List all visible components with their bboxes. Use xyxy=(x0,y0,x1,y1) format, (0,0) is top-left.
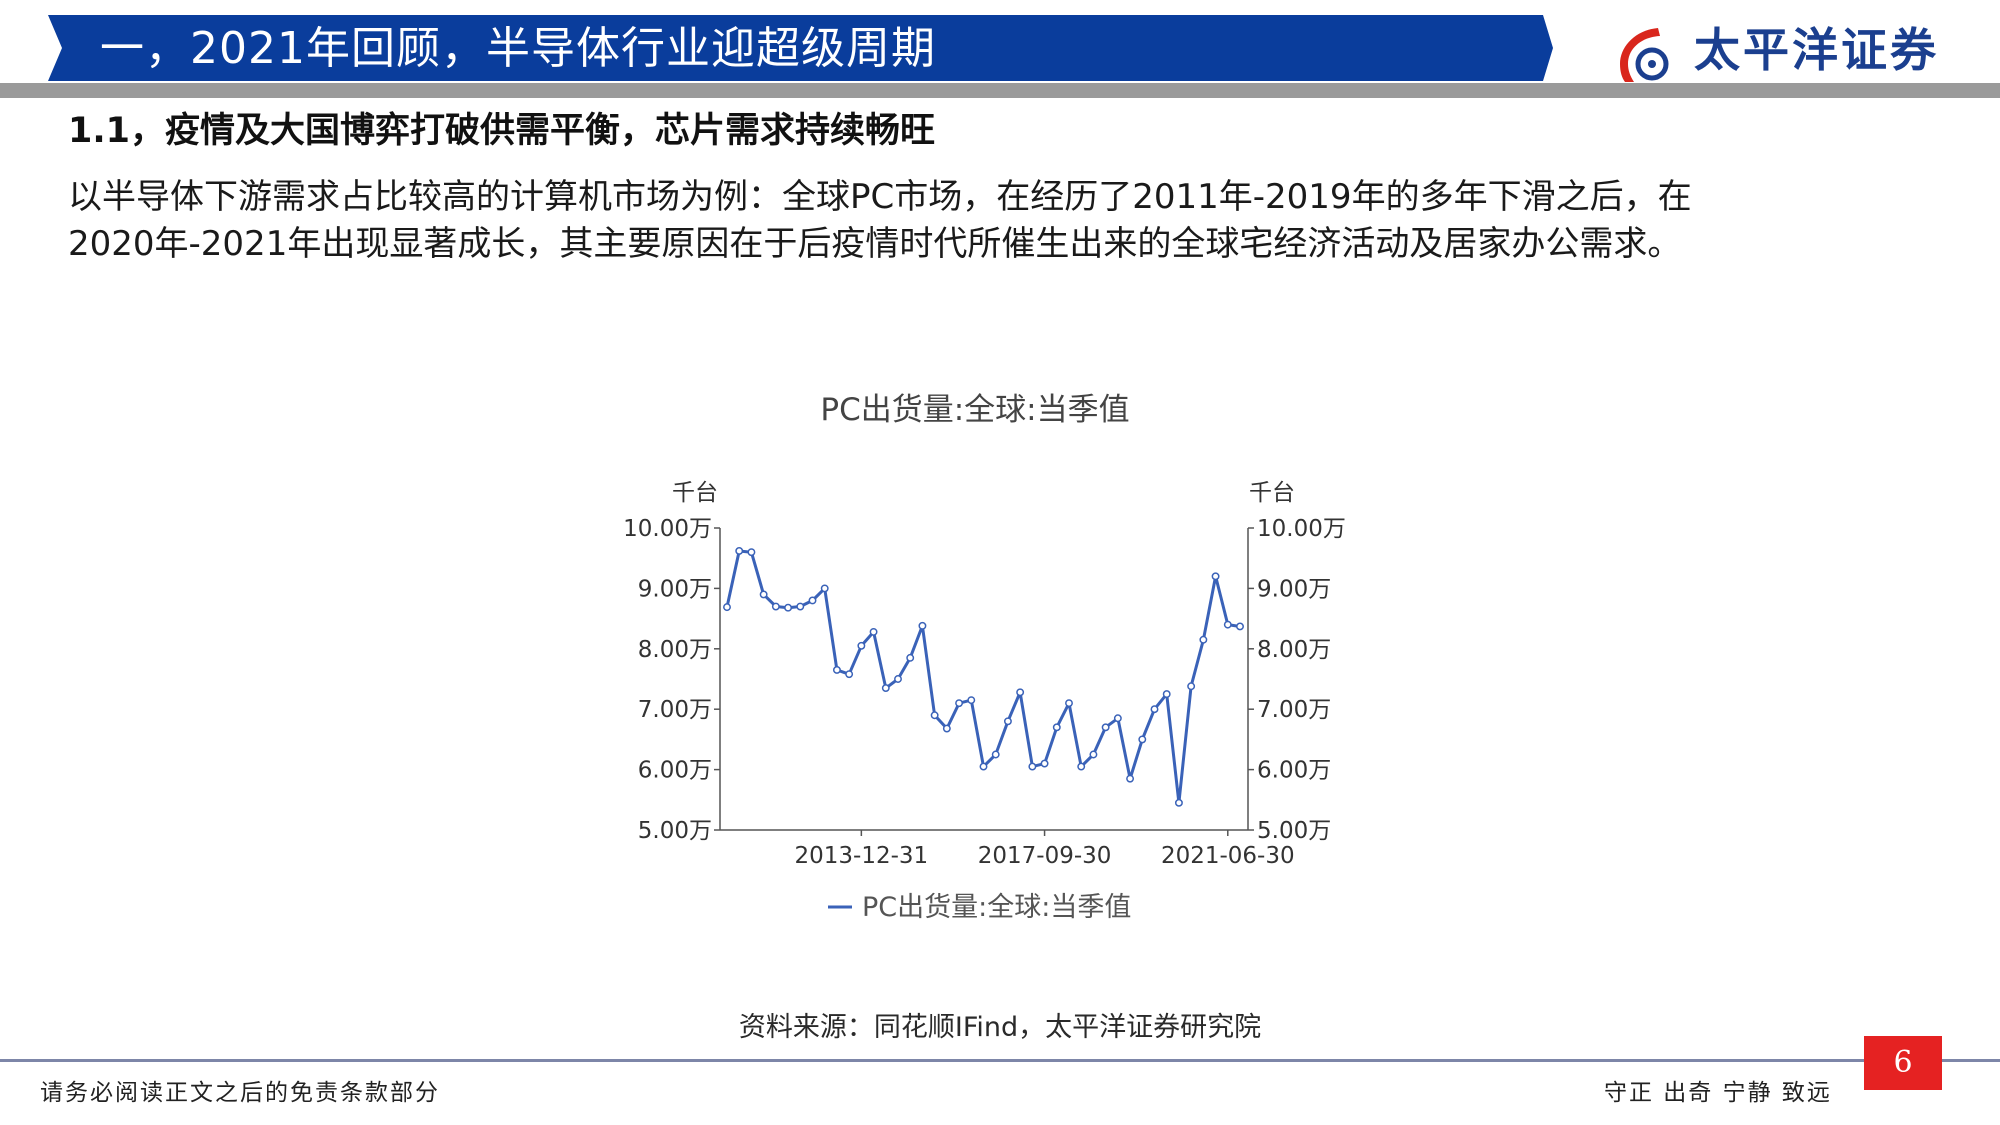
data-point xyxy=(942,724,951,733)
header-banner xyxy=(48,15,1553,81)
data-point xyxy=(1003,717,1012,726)
header-divider xyxy=(0,83,2000,98)
data-point xyxy=(1162,690,1171,699)
data-point xyxy=(771,602,780,611)
data-point xyxy=(1089,750,1098,759)
source-note: 资料来源：同花顺IFind，太平洋证券研究院 xyxy=(738,1012,1262,1043)
data-point xyxy=(1138,735,1147,744)
data-point xyxy=(1113,714,1122,723)
paragraph-line: 2020年-2021年出现显著成长，其主要原因在于后疫情时代所催生出来的全球宅经… xyxy=(68,224,1682,264)
data-point xyxy=(955,699,964,708)
y-tick-label: 8.00万 xyxy=(1257,637,1331,663)
y-tick-label: 6.00万 xyxy=(638,758,712,784)
y-tick-label: 8.00万 xyxy=(638,637,712,663)
data-point xyxy=(930,711,939,720)
data-point xyxy=(967,696,976,705)
y-tick-label: 7.00万 xyxy=(638,697,712,723)
data-point xyxy=(1174,798,1183,807)
y-tick-label: 7.00万 xyxy=(1257,697,1331,723)
data-point xyxy=(1236,622,1244,631)
y-tick-label: 6.00万 xyxy=(1257,758,1331,784)
chart-series xyxy=(723,547,1244,807)
legend-label: PC出货量:全球:当季值 xyxy=(862,892,1131,923)
section-paragraph: 以半导体下游需求占比较高的计算机市场为例：全球PC市场，在经历了2011年-20… xyxy=(68,174,1948,268)
data-point xyxy=(747,548,756,557)
chart-title: PC出货量:全球:当季值 xyxy=(820,392,1129,428)
y-tick-label: 10.00万 xyxy=(623,516,712,542)
data-point xyxy=(991,750,1000,759)
data-point xyxy=(881,684,890,693)
data-point xyxy=(1065,699,1073,708)
x-tick-label: 2013-12-31 xyxy=(795,843,929,869)
right-y-axis: 10.00万 9.00万 8.00万 7.00万 6.00万 5.00万 xyxy=(1248,516,1346,844)
chart-legend: PC出货量:全球:当季值 xyxy=(828,892,1131,923)
paragraph-line: 以半导体下游需求占比较高的计算机市场为例：全球PC市场，在经历了2011年-20… xyxy=(68,177,1692,217)
data-point xyxy=(1126,774,1135,783)
data-point xyxy=(1028,762,1037,771)
disclaimer-text: 请务必阅读正文之后的免责条款部分 xyxy=(40,1080,440,1106)
y-tick-label: 9.00万 xyxy=(1257,576,1331,602)
data-point xyxy=(845,670,854,679)
data-point xyxy=(1211,572,1220,581)
y-tick-label: 5.00万 xyxy=(1257,818,1331,844)
data-point xyxy=(1040,759,1049,768)
data-point xyxy=(1199,635,1208,644)
y-tick-label: 5.00万 xyxy=(638,818,712,844)
data-point xyxy=(820,584,829,593)
page-number: 6 xyxy=(1864,1036,1942,1090)
data-point xyxy=(918,621,927,630)
data-point xyxy=(759,590,768,599)
data-point xyxy=(894,675,902,683)
data-point xyxy=(1223,620,1232,629)
data-point xyxy=(979,762,988,771)
x-axis: 2013-12-31 2017-09-30 2021-06-30 xyxy=(795,830,1295,869)
y-tick-label: 10.00万 xyxy=(1257,516,1346,542)
data-point xyxy=(1187,682,1196,691)
x-tick-label: 2017-09-30 xyxy=(978,843,1112,869)
left-axis-unit: 千台 xyxy=(672,480,718,506)
data-point xyxy=(1101,723,1110,732)
data-point xyxy=(1077,762,1086,771)
data-point xyxy=(1016,688,1025,697)
footer-divider xyxy=(0,1059,2000,1062)
logo-icon xyxy=(1620,28,1669,82)
pc-shipment-chart: PC出货量:全球:当季值 千台 千台 10.00万 9.00万 8.00万 7.00万… xyxy=(623,392,1346,923)
data-point xyxy=(857,641,866,650)
section-subtitle: 1.1，疫情及大国博弈打破供需平衡，芯片需求持续畅旺 xyxy=(68,111,936,151)
data-point xyxy=(832,665,841,674)
logo xyxy=(1620,28,1669,82)
data-point xyxy=(1150,705,1159,714)
data-point xyxy=(808,596,817,605)
page-title: 一，2021年回顾，半导体行业迎超级周期 xyxy=(100,23,936,74)
data-point xyxy=(784,603,793,612)
x-tick-label: 2021-06-30 xyxy=(1161,843,1295,869)
motto-text: 守正 出奇 宁静 致远 xyxy=(1604,1080,1832,1106)
right-axis-unit: 千台 xyxy=(1249,480,1295,506)
data-point xyxy=(796,602,805,611)
left-y-axis: 10.00万 9.00万 8.00万 7.00万 6.00万 5.00万 xyxy=(623,516,720,844)
logo-text: 太平洋证券 xyxy=(1694,23,1939,77)
data-point xyxy=(723,603,731,612)
data-point xyxy=(869,627,878,636)
y-tick-label: 9.00万 xyxy=(638,576,712,602)
data-point xyxy=(906,653,915,662)
data-point xyxy=(1052,723,1061,732)
data-point xyxy=(735,547,744,555)
